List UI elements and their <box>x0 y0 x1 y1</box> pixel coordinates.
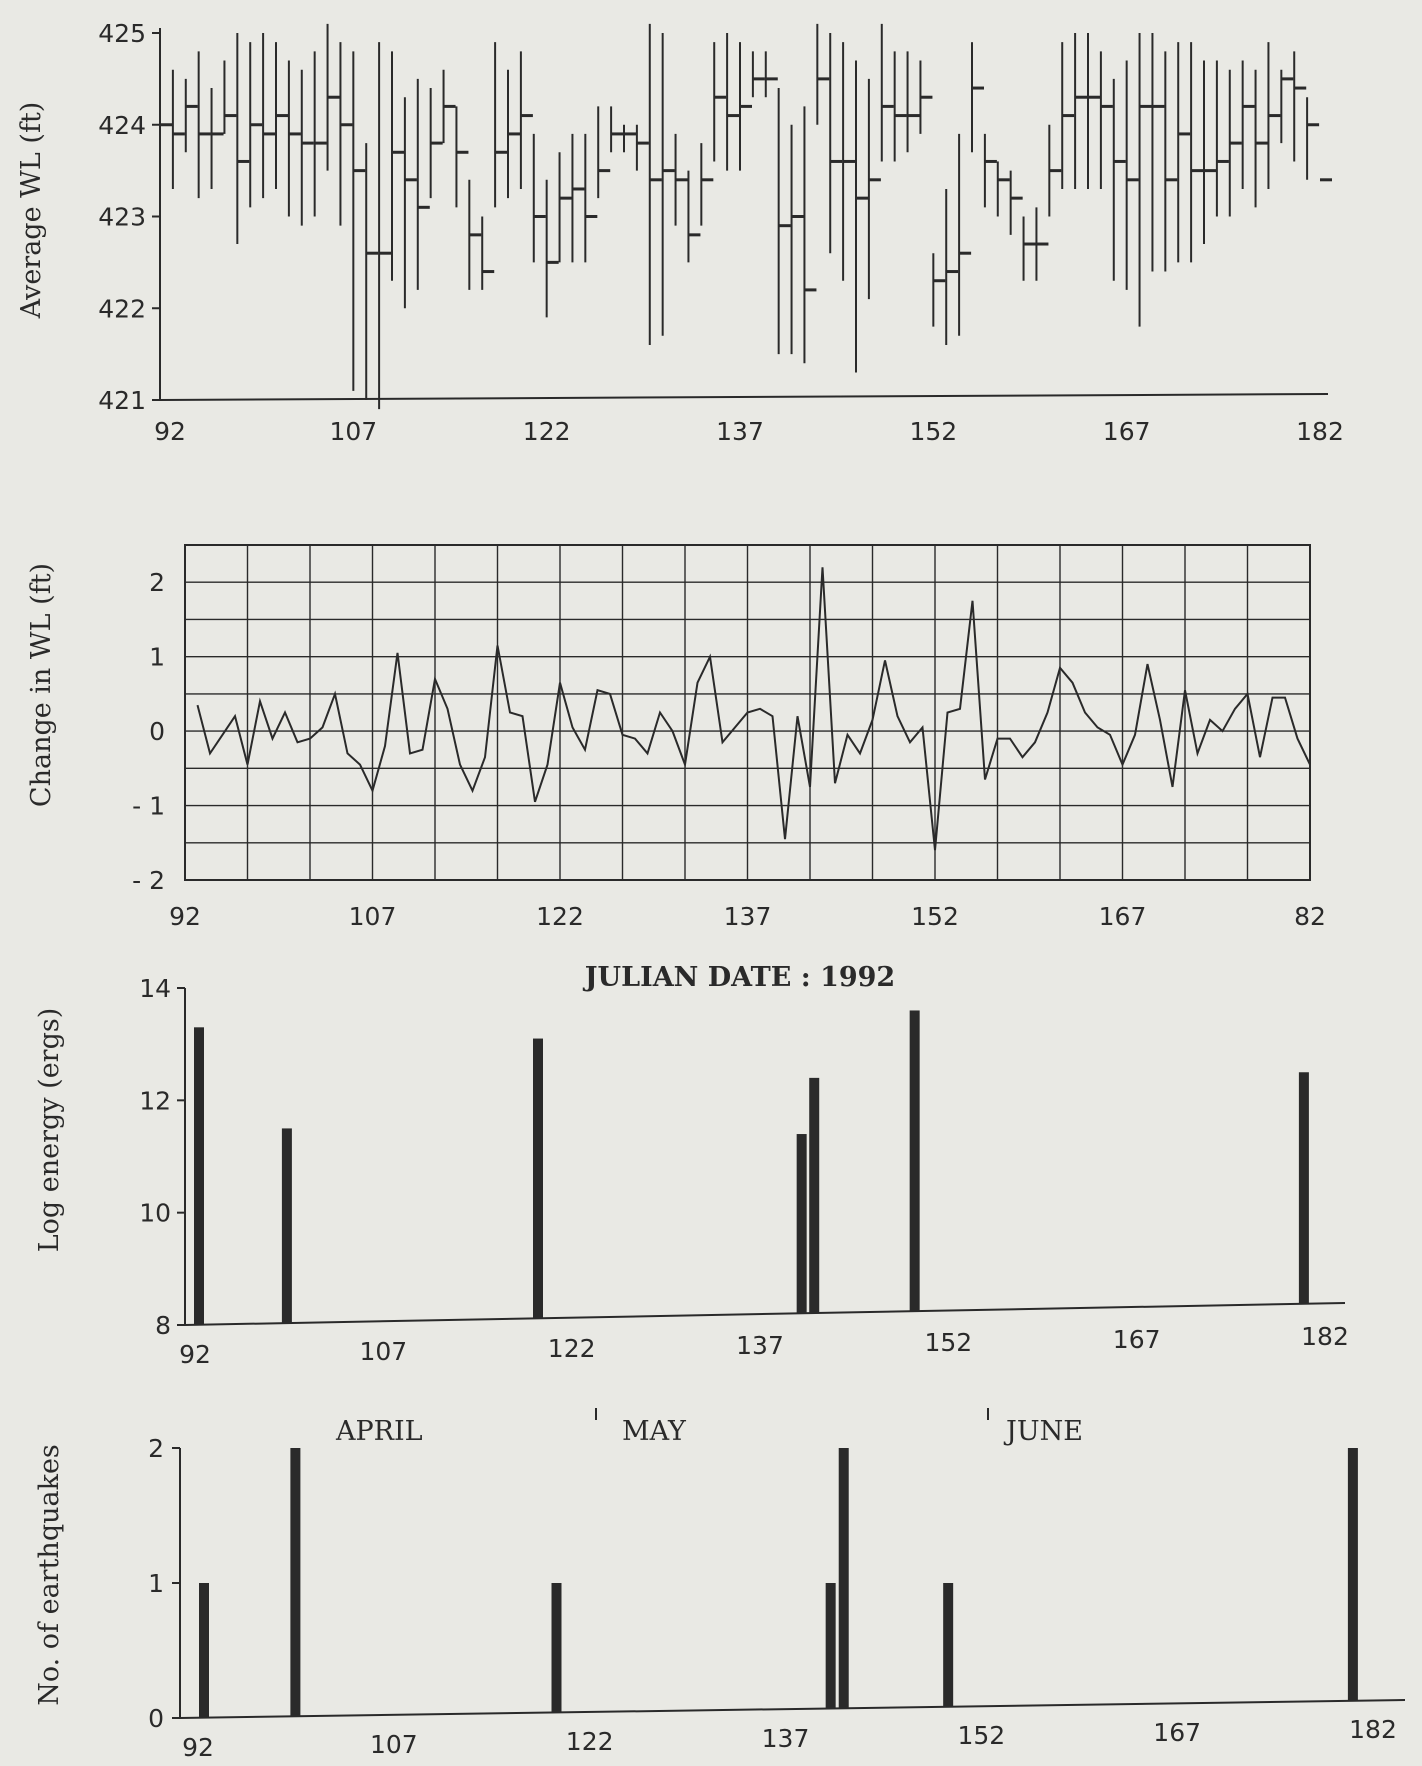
earthquake-count-bar <box>1347 1448 1358 1701</box>
earthquake-count-panel: No. of earthquakes APRIL MAY JUNE 92 107 1… <box>34 1408 1406 1762</box>
average-wl-ytick-label: 421 <box>98 386 146 415</box>
earthquake-count-xtick-label: 182 <box>1349 1715 1397 1744</box>
average-wl-ytick-label: 425 <box>98 19 146 48</box>
change-wl-xtick-label: 107 <box>349 902 397 931</box>
change-wl-yticks: - 2 - 1 0 1 2 <box>132 568 165 895</box>
log-energy-ytick-label: 10 <box>139 1199 171 1228</box>
earthquake-count-ytick-label: 1 <box>148 1569 164 1598</box>
log-energy-bar <box>909 1010 920 1312</box>
log-energy-xtick-label: 92 <box>179 1340 211 1369</box>
earthquake-count-xtick-label: 92 <box>182 1733 214 1762</box>
earthquake-count-x-axis <box>179 1699 1406 1719</box>
average-wl-marks <box>159 23 1332 410</box>
log-energy-panel: Log energy (ergs) 92 107 122 137 152 167 182 8… <box>34 974 1349 1369</box>
month-label-june: JUNE <box>1003 1416 1083 1447</box>
log-energy-ylabel: Log energy (ergs) <box>34 1008 65 1253</box>
month-label-may: MAY <box>622 1416 687 1447</box>
log-energy-xtick-label: 107 <box>359 1337 407 1366</box>
earthquake-count-axes <box>172 1447 1406 1719</box>
log-energy-ytick-label: 14 <box>139 974 171 1003</box>
change-wl-xtick-label: 137 <box>724 902 772 931</box>
log-energy-bar <box>533 1038 543 1319</box>
log-energy-bar <box>1298 1072 1309 1304</box>
change-wl-ytick-label: - 2 <box>132 866 165 895</box>
earthquake-count-bar <box>825 1583 836 1709</box>
month-label-april: APRIL <box>335 1416 423 1447</box>
change-wl-grid <box>184 544 1311 881</box>
log-energy-xticks: 92 107 122 137 152 167 182 <box>179 1322 1349 1369</box>
log-energy-xtick-label: 122 <box>548 1334 596 1363</box>
change-wl-ytick-label: 2 <box>149 568 165 597</box>
change-wl-ytick-label: 0 <box>149 717 165 746</box>
earthquake-count-xtick-label: 137 <box>762 1724 810 1753</box>
log-energy-ytick-label: 12 <box>139 1086 171 1115</box>
change-wl-ylabel: Change in WL (ft) <box>26 563 57 807</box>
average-wl-ytick-label: 423 <box>98 203 146 232</box>
earthquake-count-xtick-label: 167 <box>1153 1718 1201 1747</box>
earthquake-count-bar <box>551 1583 562 1713</box>
average-wl-ytick-label: 424 <box>98 111 146 140</box>
log-energy-bar <box>281 1128 292 1324</box>
average-wl-xtick-label: 167 <box>1103 417 1151 446</box>
earthquake-count-xtick-label: 107 <box>370 1730 418 1759</box>
log-energy-bar <box>796 1134 807 1314</box>
log-energy-bar <box>194 1027 204 1325</box>
change-wl-xtick-label: 167 <box>1099 902 1147 931</box>
average-wl-ytick-label: 422 <box>98 294 146 323</box>
log-energy-marks <box>194 1010 1309 1325</box>
average-wl-x-axis <box>159 393 1329 401</box>
change-wl-xtick-label: 152 <box>911 902 959 931</box>
log-energy-xtick-label: 182 <box>1301 1322 1349 1351</box>
earthquake-count-bar <box>838 1448 849 1709</box>
average-wl-ylabel: Average WL (ft) <box>16 102 47 320</box>
earthquake-count-xtick-label: 152 <box>957 1721 1005 1750</box>
earthquake-count-bar <box>290 1448 301 1717</box>
earthquake-count-xtick-label: 122 <box>566 1727 614 1756</box>
change-wl-xticks: 92 107 122 137 152 167 82 <box>169 902 1326 931</box>
change-wl-marks <box>196 567 1311 851</box>
change-wl-panel: Change in WL (ft) 92 107 122 137 152 167 82 - … <box>26 544 1326 993</box>
change-wl-ytick-label: - 1 <box>132 792 165 821</box>
average-wl-xtick-label: 137 <box>716 417 764 446</box>
average-wl-xtick-label: 107 <box>329 417 377 446</box>
change-wl-ytick-label: 1 <box>149 643 165 672</box>
earthquake-count-marks <box>199 1448 1358 1718</box>
earthquake-count-bar <box>199 1583 209 1718</box>
change-wl-xtick-label: 82 <box>1294 902 1326 931</box>
earthquake-count-xticks: 92 107 122 137 152 167 182 <box>182 1715 1397 1762</box>
log-energy-yticks: 8 10 12 14 <box>139 974 171 1340</box>
earthquake-count-ytick-label: 0 <box>148 1704 164 1733</box>
average-wl-panel: Average WL (ft) 92 107 122 137 152 167 182 421… <box>16 19 1344 446</box>
average-wl-xtick-label: 152 <box>909 417 957 446</box>
log-energy-bar <box>809 1077 820 1314</box>
average-wl-xticks: 92 107 122 137 152 167 182 <box>154 417 1344 446</box>
earthquake-count-bar <box>943 1583 954 1707</box>
average-wl-yticks: 421 422 423 424 425 <box>98 19 146 415</box>
change-wl-xtick-label: 122 <box>536 902 584 931</box>
earthquake-count-yticks: 0 1 2 <box>148 1434 164 1733</box>
earthquake-count-ytick-label: 2 <box>148 1434 164 1463</box>
change-wl-series-line <box>196 567 1311 851</box>
earthquake-count-ylabel: No. of earthquakes <box>34 1444 65 1706</box>
log-energy-xtick-label: 137 <box>736 1331 784 1360</box>
log-energy-xtick-label: 152 <box>924 1328 972 1357</box>
average-wl-xtick-label: 182 <box>1296 417 1344 446</box>
average-wl-xtick-label: 122 <box>523 417 571 446</box>
log-energy-x-axis <box>184 1302 1346 1326</box>
log-energy-ytick-label: 8 <box>155 1311 171 1340</box>
julian-date-xlabel: JULIAN DATE : 1992 <box>583 962 895 993</box>
change-wl-xtick-label: 92 <box>169 902 201 931</box>
log-energy-xtick-label: 167 <box>1113 1325 1161 1354</box>
log-energy-axes <box>177 987 1346 1326</box>
average-wl-xtick-label: 92 <box>154 417 186 446</box>
